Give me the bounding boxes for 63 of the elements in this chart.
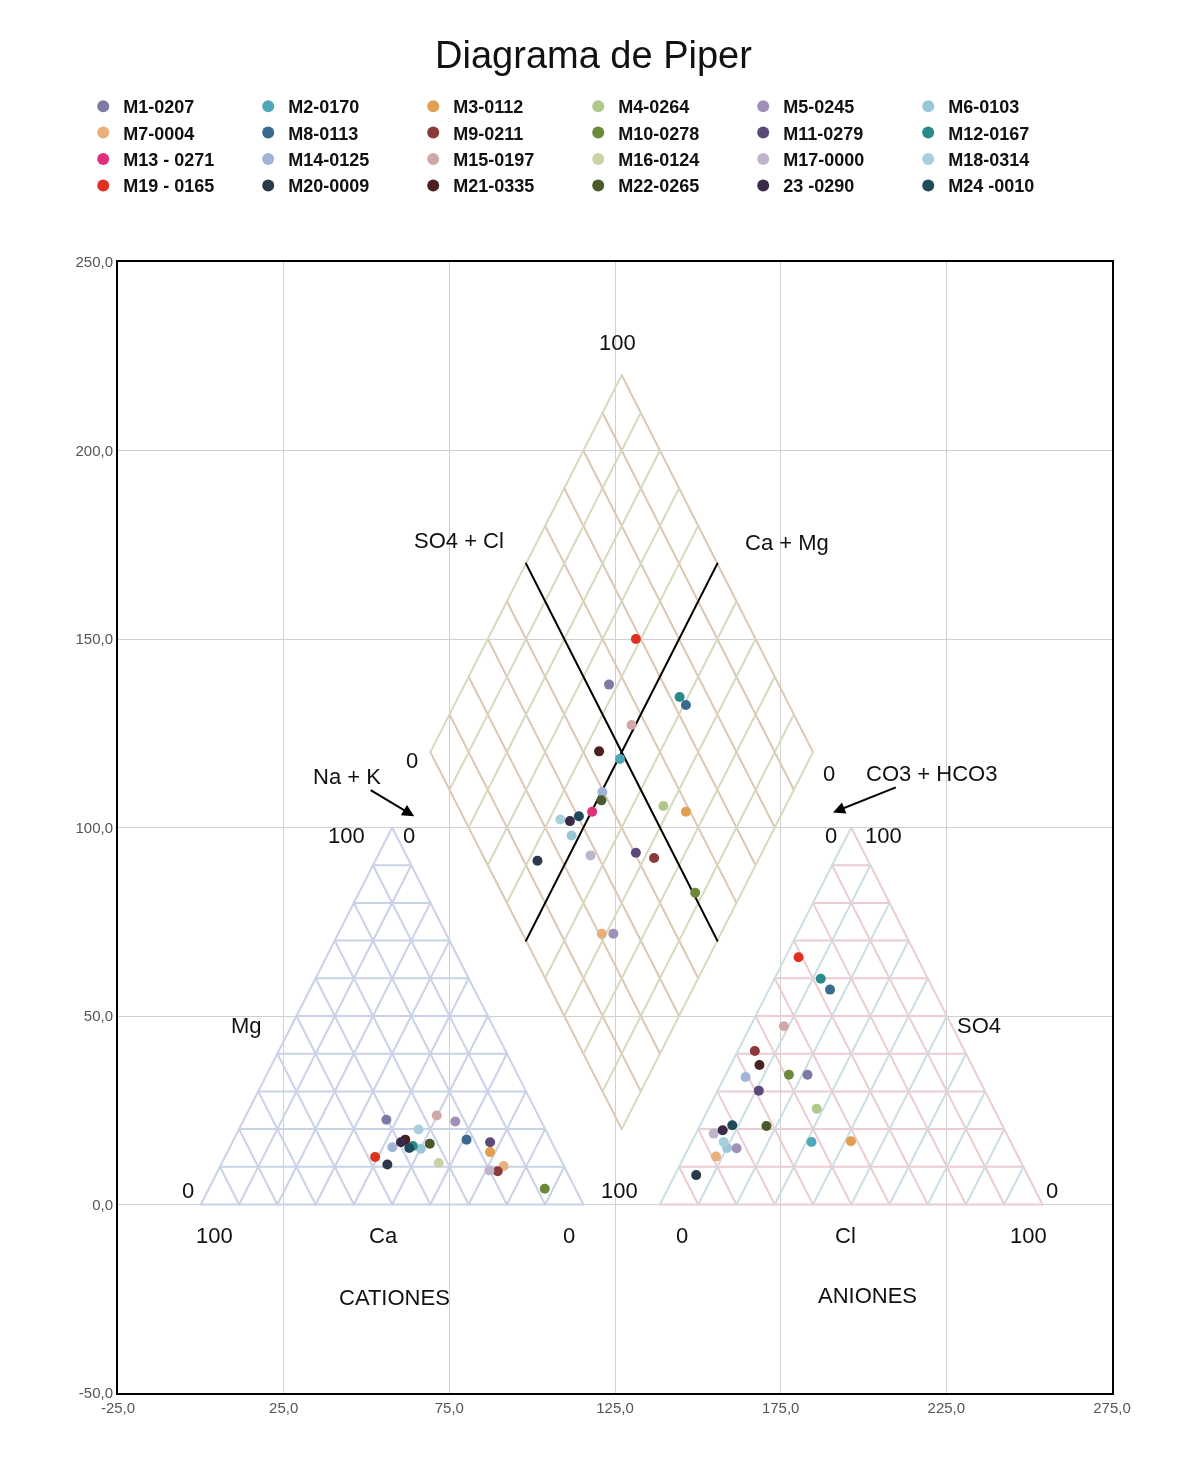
legend-label: M19 - 0165	[123, 176, 215, 197]
x-tick-label: 25,0	[269, 1399, 299, 1416]
legend-label: M4-0264	[618, 97, 690, 118]
annotation: Na + K	[313, 764, 382, 789]
x-tick-label: 275,0	[1093, 1399, 1131, 1416]
annotation: 0	[563, 1223, 576, 1248]
annotation: 100	[328, 823, 365, 848]
y-tick-label: 150,0	[75, 630, 113, 648]
y-tick-label: 50,0	[83, 1007, 113, 1025]
y-tick-label: -50,0	[78, 1384, 113, 1402]
legend-label: M3-0112	[453, 97, 524, 118]
legend-label: M24 -0010	[948, 176, 1035, 197]
legend-label: M10-0278	[618, 123, 700, 144]
legend-label: M8-0113	[288, 123, 359, 144]
annotation: 100	[1010, 1223, 1047, 1248]
legend-label: M21-0335	[453, 176, 535, 197]
chart-title: Diagrama de Piper	[435, 34, 753, 77]
legend-label: M13 - 0271	[123, 150, 215, 171]
x-tick-label: 75,0	[434, 1399, 464, 1416]
legend-label: M2-0170	[288, 97, 360, 118]
y-tick-label: 200,0	[75, 441, 113, 459]
annotation: Mg	[231, 1013, 262, 1038]
y-tick-label: 0,0	[92, 1195, 113, 1213]
annotation: 0	[825, 823, 838, 848]
annotation: 0	[182, 1178, 195, 1203]
legend-label: 23 -0290	[783, 176, 855, 197]
annotation: 0	[403, 823, 416, 848]
x-tick-label: 125,0	[596, 1399, 634, 1416]
annotation: 100	[601, 1178, 638, 1203]
legend-label: M22-0265	[618, 176, 700, 197]
legend-label: M6-0103	[948, 97, 1020, 118]
legend-label: M5-0245	[783, 97, 855, 118]
x-tick-label: -25,0	[100, 1399, 136, 1416]
legend-label: M7-0004	[123, 123, 195, 144]
annotation: 0	[406, 748, 419, 773]
legend-label: M12-0167	[948, 123, 1030, 144]
annotation: 100	[865, 823, 902, 848]
annotation: Ca + Mg	[745, 530, 829, 555]
annotation: SO4	[957, 1013, 1002, 1038]
x-tick-label: 175,0	[761, 1399, 800, 1416]
y-tick-label: 250,0	[75, 253, 113, 271]
annotation: 0	[1046, 1178, 1059, 1203]
annotation: CATIONES	[339, 1285, 450, 1310]
legend-label: M17-0000	[783, 150, 865, 171]
annotation: Cl	[835, 1223, 856, 1248]
legend-label: M11-0279	[783, 123, 864, 144]
legend-label: M16-0124	[618, 150, 700, 171]
annotation: 100	[196, 1223, 233, 1248]
annotation: 0	[676, 1223, 689, 1248]
y-tick-label: 100,0	[75, 818, 113, 836]
legend-label: M20-0009	[288, 176, 370, 197]
legend-label: M15-0197	[453, 150, 535, 171]
legend-label: M14-0125	[288, 150, 370, 171]
annotation: 0	[823, 761, 836, 786]
annotation: CO3 + HCO3	[866, 761, 998, 786]
annotation: 100	[599, 330, 636, 355]
legend-label: M18-0314	[948, 150, 1030, 171]
legend-label: M9-0211	[453, 123, 524, 144]
annotation: SO4 + Cl	[414, 528, 504, 553]
x-tick-label: 225,0	[927, 1399, 966, 1416]
legend-label: M1-0207	[123, 97, 195, 118]
annotation: Ca	[369, 1223, 398, 1248]
annotation: ANIONES	[818, 1283, 918, 1308]
